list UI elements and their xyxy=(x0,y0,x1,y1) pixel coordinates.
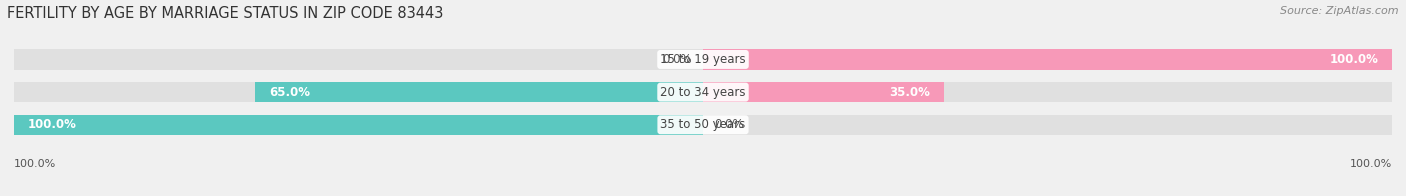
Text: FERTILITY BY AGE BY MARRIAGE STATUS IN ZIP CODE 83443: FERTILITY BY AGE BY MARRIAGE STATUS IN Z… xyxy=(7,6,443,21)
Text: 100.0%: 100.0% xyxy=(28,118,77,131)
Bar xyxy=(14,115,703,135)
Text: 0.0%: 0.0% xyxy=(714,118,744,131)
Bar xyxy=(14,49,1392,70)
Text: 65.0%: 65.0% xyxy=(269,86,309,99)
Text: 100.0%: 100.0% xyxy=(1329,53,1378,66)
Text: 100.0%: 100.0% xyxy=(14,159,56,169)
Bar xyxy=(14,115,1392,135)
Text: 15 to 19 years: 15 to 19 years xyxy=(661,53,745,66)
Bar xyxy=(256,82,703,102)
Bar xyxy=(703,82,945,102)
Bar xyxy=(703,49,1392,70)
Text: 35 to 50 years: 35 to 50 years xyxy=(661,118,745,131)
Text: 100.0%: 100.0% xyxy=(1350,159,1392,169)
Text: 0.0%: 0.0% xyxy=(662,53,692,66)
Text: 20 to 34 years: 20 to 34 years xyxy=(661,86,745,99)
Bar xyxy=(14,82,1392,102)
Text: Source: ZipAtlas.com: Source: ZipAtlas.com xyxy=(1281,6,1399,16)
Text: 35.0%: 35.0% xyxy=(890,86,931,99)
